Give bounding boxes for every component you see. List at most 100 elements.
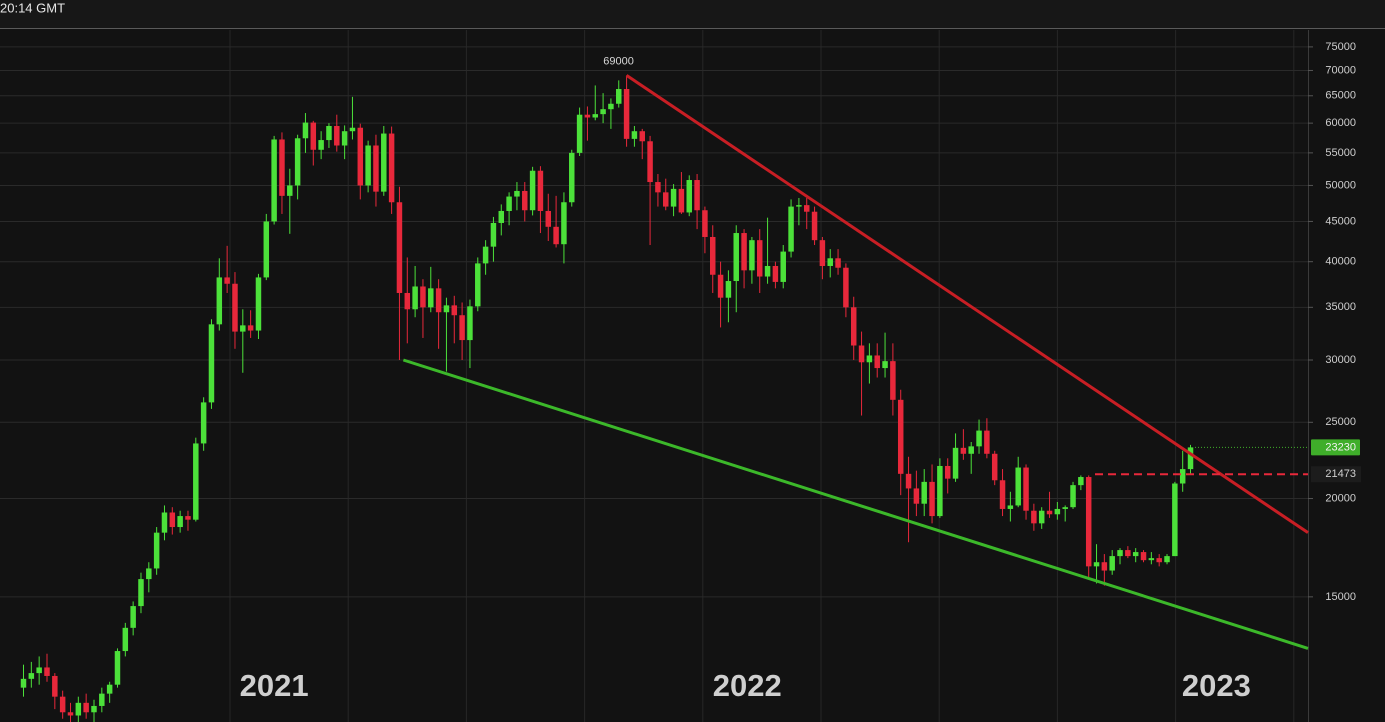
candle-body [780,251,786,282]
y-tick-label: 75000 [1325,41,1356,53]
candle-body [161,512,168,533]
candle-body [153,532,160,569]
candle-body [827,258,833,266]
candle-body [52,675,58,697]
candle-body [639,131,645,142]
candle-body [138,579,144,607]
candle-body [349,127,356,132]
candle-body [858,345,865,363]
candle-body [1109,556,1115,571]
candle-body [443,305,450,313]
candle-body [130,606,136,628]
candle-body [420,286,426,308]
candle-body [1156,558,1162,563]
candle-body [756,240,763,277]
candle-body [91,705,97,713]
candle-body [702,210,708,237]
y-tick-label: 65000 [1325,90,1356,102]
candle-body [999,480,1006,509]
y-tick-label: 25000 [1325,416,1356,428]
candle-body [467,306,473,341]
candle-body [1038,510,1045,524]
candle-body [506,196,512,211]
candle-body [59,696,66,713]
y-tick-label: 20000 [1325,492,1356,504]
candle-body [169,512,176,528]
top-bar [0,0,1385,28]
candle-body [631,131,638,139]
trendline [625,74,1309,534]
candle-body [216,277,223,325]
candle-body [294,138,301,186]
candle-body [1007,505,1014,509]
candle-body [647,141,653,183]
candle-body [984,430,990,454]
candle-body [1148,558,1155,561]
candle-body [1085,477,1092,567]
candle-body [396,202,403,293]
candle-body [717,274,724,298]
candle-body [122,627,129,652]
candle-body [224,277,230,284]
candle-body [1187,447,1194,470]
candle-body [670,188,677,207]
candle-body [28,673,35,679]
y-tick-label: 70000 [1325,64,1356,76]
candle-body [114,651,121,685]
candle-body [623,89,630,139]
candle-body [897,399,904,474]
candle-body [1132,552,1139,557]
candle-body [83,702,89,713]
candle-body [616,89,622,104]
candle-body [482,246,489,264]
candle-body [240,325,246,332]
y-tick-label: 30000 [1325,354,1356,366]
candle-body [561,202,567,245]
candle-body [913,488,920,504]
candle-body [200,402,207,444]
candle-body [318,140,324,150]
candle-body [764,265,771,277]
candle-body [1015,467,1021,506]
candle-body [960,447,967,454]
candle-body [99,693,105,706]
candle-body [365,145,371,186]
candle-body [553,226,559,245]
candle-body [146,568,152,580]
candle-body [850,307,857,346]
y-tick-label: 50000 [1325,179,1356,191]
candle-body [36,667,42,674]
candle-body [866,355,873,363]
candle-body [537,170,544,211]
candle-body [490,222,497,247]
candle-body [952,447,959,479]
level-label: 21473 [1325,468,1356,480]
candle-body [271,139,277,222]
candle-body [608,103,614,110]
candle-body [710,236,716,275]
candle-body [1093,562,1100,567]
candle-body [874,355,880,369]
candle-body [75,702,82,716]
candle-body [1164,556,1170,563]
candle-body [733,233,739,282]
candle-body [584,114,591,118]
candle-body [741,233,747,271]
x-tick-label: 2022 [713,668,782,703]
trendline [402,358,1309,650]
candle-body [1125,550,1131,557]
candle-body [404,292,411,310]
candle-body [514,190,520,197]
candle-body [529,170,536,211]
candle-body [255,277,262,331]
candle-body [435,288,442,313]
candle-body [232,283,238,332]
candle-body [451,305,458,316]
candle-body [106,684,113,694]
candle-body [921,481,927,504]
candle-body [569,152,575,203]
candle-body [310,122,317,150]
level-label-box [1311,466,1361,483]
candle-body [381,133,387,192]
